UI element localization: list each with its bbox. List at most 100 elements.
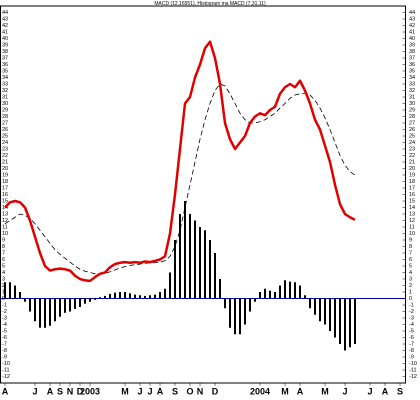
x-tick-label: M — [121, 386, 129, 396]
y-tick-label: 21 — [2, 159, 8, 165]
x-tick-label: J — [147, 386, 152, 396]
y-tick-label-right: 26 — [409, 127, 415, 133]
y-tick-label-right: 20 — [409, 166, 415, 172]
y-tick-label: 9 — [2, 237, 5, 243]
histogram-bar — [194, 220, 196, 299]
histogram-bar — [19, 292, 21, 299]
histogram-bar — [224, 298, 226, 309]
histogram-bar — [129, 293, 131, 299]
histogram-bar — [64, 298, 66, 313]
y-tick-label: 18 — [2, 179, 8, 185]
y-tick-label: 23 — [2, 146, 8, 152]
histogram-bar — [209, 240, 211, 299]
y-tick-label: 43 — [2, 16, 8, 22]
histogram-bar — [39, 298, 41, 328]
histogram-bar — [144, 295, 146, 299]
histogram-bar — [44, 298, 46, 328]
x-tick-label: M — [281, 386, 289, 396]
y-tick-label-right: 42 — [409, 23, 415, 29]
x-tick-label: D — [212, 386, 219, 396]
y-tick-label-right: 13 — [409, 211, 415, 217]
y-tick-label: 12 — [2, 218, 8, 224]
y-tick-label: 4 — [2, 270, 5, 276]
histogram-bar — [219, 279, 221, 299]
y-tick-label-right: 41 — [409, 29, 415, 35]
histogram-bar — [229, 298, 231, 328]
histogram-bar — [284, 280, 286, 299]
y-tick-label: 5 — [2, 263, 5, 269]
y-tick-label-right: 16 — [409, 192, 415, 198]
y-tick-label: 14 — [2, 205, 8, 211]
y-tick-label: 34 — [2, 75, 8, 81]
x-tick-label: J — [32, 386, 37, 396]
histogram-bar — [99, 297, 101, 299]
y-tick-label: 33 — [2, 81, 8, 87]
y-tick-label: 19 — [2, 172, 8, 178]
y-tick-label-right: 28 — [409, 114, 415, 120]
histogram-bar — [79, 298, 81, 307]
y-tick-label: 37 — [2, 55, 8, 61]
y-tick-label-right: 11 — [409, 224, 415, 230]
histogram-bar — [139, 295, 141, 299]
x-tick-label: 2004 — [250, 386, 270, 396]
line-signal — [4, 83, 356, 275]
histogram-bar — [329, 298, 331, 331]
y-tick-label: 2 — [2, 283, 5, 289]
x-tick-label: A — [297, 386, 304, 396]
y-tick-label: 39 — [2, 42, 8, 48]
histogram-bar — [9, 282, 11, 299]
y-tick-label-right: 5 — [409, 263, 412, 269]
histogram-bar — [14, 285, 16, 299]
histogram-bar — [164, 288, 166, 299]
histogram-bar — [314, 298, 316, 315]
histogram-bar — [89, 298, 91, 302]
y-tick-label: 42 — [2, 23, 8, 29]
y-tick-label-right: 14 — [409, 205, 415, 211]
y-tick-label-right: -12 — [409, 374, 417, 380]
y-tick-label-right: 4 — [409, 270, 412, 276]
histogram-bar — [104, 295, 106, 299]
histogram-bar — [299, 285, 301, 299]
y-tick-label-right: 10 — [409, 231, 415, 237]
histogram-bar — [214, 253, 216, 299]
y-tick-label-right: -1 — [409, 302, 414, 308]
y-tick-label-right: -6 — [409, 335, 414, 341]
histogram-bar — [189, 214, 191, 299]
y-tick-label-right: 17 — [409, 185, 415, 191]
histogram-bar — [169, 272, 171, 299]
histogram-bar — [69, 298, 71, 312]
histogram-bar — [54, 298, 56, 322]
x-tick-label: A — [382, 386, 389, 396]
histogram-bar — [124, 292, 126, 299]
histogram-bar — [154, 294, 156, 299]
y-tick-label: 16 — [2, 192, 8, 198]
histogram-bar — [324, 298, 326, 325]
y-tick-label: 10 — [2, 231, 8, 237]
histogram-bar — [174, 240, 176, 299]
x-tick-label: S — [397, 386, 403, 396]
y-tick-label-right: 8 — [409, 244, 412, 250]
y-tick-label-right: 34 — [409, 75, 415, 81]
y-tick-label: 36 — [2, 62, 8, 68]
x-tick-label: S — [57, 386, 63, 396]
x-tick-label: N — [67, 386, 74, 396]
y-tick-label-right: 2 — [409, 283, 412, 289]
histogram-bar — [134, 294, 136, 299]
y-tick-label-right: -8 — [409, 348, 414, 354]
histogram-bar — [179, 214, 181, 299]
histogram-bar — [149, 295, 151, 299]
y-tick-label: 17 — [2, 185, 8, 191]
histogram-bar — [339, 298, 341, 344]
y-tick-label: 28 — [2, 114, 8, 120]
histogram-bar — [254, 298, 256, 302]
y-tick-label-right: -4 — [409, 322, 414, 328]
y-tick-label: 7 — [2, 250, 5, 256]
y-tick-label-right: 44 — [409, 10, 415, 16]
histogram-bar — [309, 298, 311, 309]
y-tick-label: 29 — [2, 107, 8, 113]
histogram-bar — [114, 292, 116, 299]
histogram-bar — [304, 295, 306, 299]
histogram-bar — [344, 298, 346, 351]
y-tick-label: -11 — [2, 367, 10, 373]
